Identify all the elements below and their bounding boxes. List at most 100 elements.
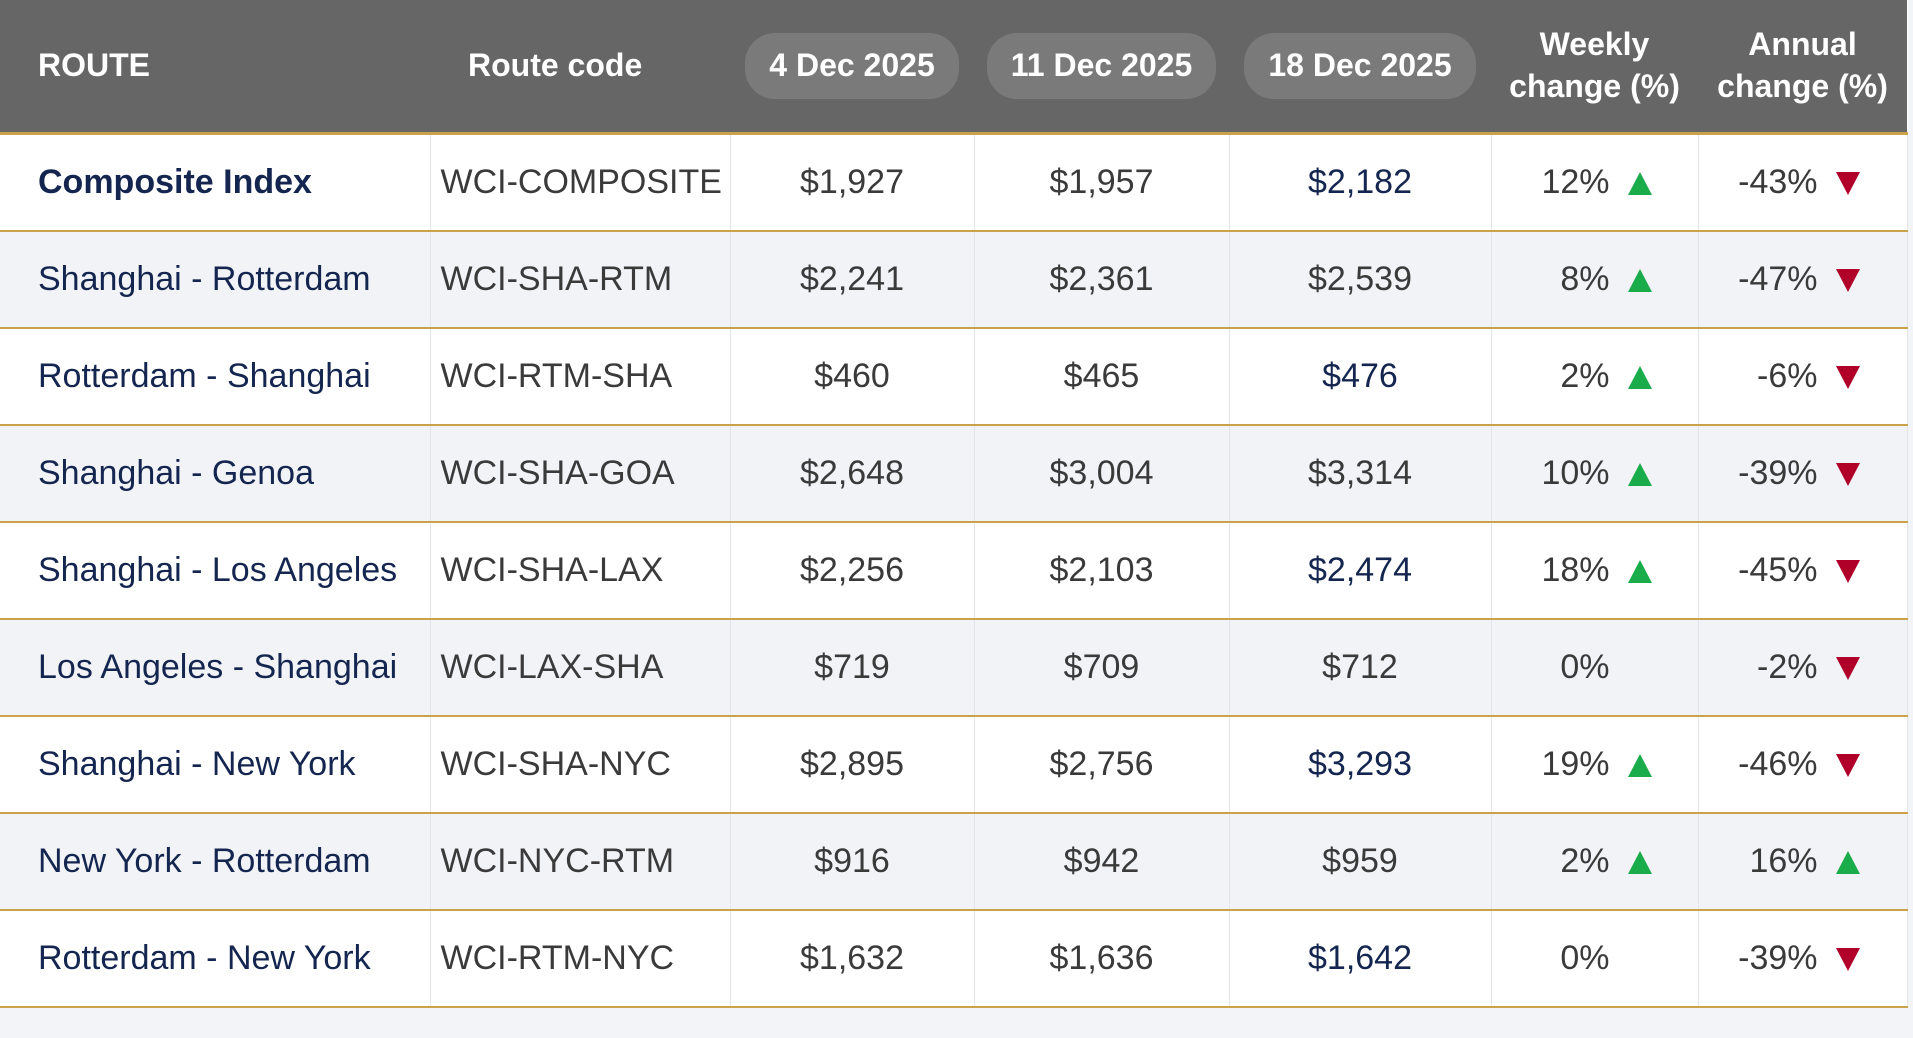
trend-arrow <box>1627 560 1652 584</box>
table-cell: $2,756 <box>974 716 1230 814</box>
arrow-shape <box>1835 560 1860 584</box>
table-cell: $942 <box>974 813 1230 911</box>
cell-text: WCI-LAX-SHA <box>440 648 664 686</box>
arrow-shape <box>1835 463 1860 487</box>
table-cell: $460 <box>730 328 975 426</box>
table-cell: $2,895 <box>730 716 975 814</box>
trend-arrow <box>1627 851 1652 875</box>
cell-text: 2% <box>1560 842 1610 880</box>
table-cell: Los Angeles - Shanghai <box>0 619 431 717</box>
table-cell: $1,957 <box>974 133 1230 232</box>
cell-text: New York - Rotterdam <box>38 842 371 880</box>
arrow-shape <box>1627 172 1652 196</box>
trend-arrow <box>1835 657 1860 681</box>
table-body: Composite Index WCI-COMPOSITE $1,927 $1,957… <box>0 133 1908 1008</box>
trend-arrow <box>1835 754 1860 778</box>
cell-text: Shanghai - Los Angeles <box>38 551 398 589</box>
cell-text: Shanghai - Rotterdam <box>38 260 371 298</box>
cell-text: -39% <box>1738 454 1818 492</box>
trend-arrow <box>1627 754 1652 778</box>
cell-text: Composite Index <box>38 163 312 201</box>
table-cell: $2,648 <box>730 425 975 523</box>
column-header: Annual change (%) <box>1698 0 1907 135</box>
cell-text: $2,474 <box>1308 551 1412 589</box>
cell-text: 11 Dec 2025 <box>986 33 1217 99</box>
cell-text: Rotterdam - Shanghai <box>38 357 371 395</box>
cell-text: $2,756 <box>1049 745 1154 783</box>
arrow-shape <box>1835 754 1860 778</box>
trend-arrow <box>1627 172 1652 196</box>
cell-text: WCI-RTM-SHA <box>440 357 673 395</box>
cell-text: 0% <box>1560 648 1610 686</box>
table-cell: $2,361 <box>974 231 1230 329</box>
table-cell: Shanghai - Genoa <box>0 425 431 523</box>
cell-text: Weekly change (%) <box>1509 26 1680 104</box>
table-cell: WCI-SHA-LAX <box>430 522 731 620</box>
table-cell: 8% <box>1491 231 1699 329</box>
trend-arrow <box>1835 366 1860 390</box>
cell-text: -47% <box>1738 260 1818 298</box>
column-header: 4 Dec 2025 <box>730 0 974 135</box>
table-row: Shanghai - Rotterdam WCI-SHA-RTM $2,241 $2,… <box>0 231 1908 329</box>
arrow-shape <box>1627 560 1652 584</box>
cell-text: WCI-NYC-RTM <box>440 842 675 880</box>
cell-text: $1,636 <box>1049 939 1154 977</box>
header-row: ROUTE Route code 4 Dec 2025 11 Dec 2025 18 D… <box>0 0 1907 135</box>
table-cell: $2,539 <box>1229 231 1492 329</box>
table-row: Rotterdam - Shanghai WCI-RTM-SHA $460 $465 $… <box>0 328 1908 426</box>
cell-text: $476 <box>1322 357 1398 395</box>
arrow-shape <box>1627 754 1652 778</box>
table-cell: $959 <box>1229 813 1492 911</box>
arrow-shape <box>1835 657 1860 681</box>
arrow-shape <box>1835 366 1860 390</box>
table-cell: -39% <box>1698 910 1908 1008</box>
table-row: Shanghai - Los Angeles WCI-SHA-LAX $2,256 $… <box>0 522 1908 620</box>
cell-text: $916 <box>814 842 890 880</box>
cell-text: $1,927 <box>800 163 904 201</box>
cell-text: $2,895 <box>800 745 904 783</box>
table-cell: 18% <box>1491 522 1699 620</box>
cell-text: $1,632 <box>800 939 904 977</box>
cell-text: $709 <box>1063 648 1140 686</box>
table-row: Composite Index WCI-COMPOSITE $1,927 $1,957… <box>0 133 1908 232</box>
table-cell: 16% <box>1698 813 1908 911</box>
table-cell: 12% <box>1491 133 1699 232</box>
cell-text: $2,256 <box>800 551 904 589</box>
trend-arrow <box>1835 851 1860 875</box>
column-header: ROUTE <box>0 0 430 135</box>
cell-text: $1,642 <box>1308 939 1412 977</box>
cell-text: $3,004 <box>1049 454 1154 492</box>
column-header: Weekly change (%) <box>1491 0 1698 135</box>
trend-arrow <box>1835 948 1860 972</box>
table-cell: $1,632 <box>730 910 975 1008</box>
arrow-shape <box>1627 269 1652 293</box>
cell-text: ROUTE <box>38 47 150 84</box>
table-cell: $3,314 <box>1229 425 1492 523</box>
table-cell: WCI-LAX-SHA <box>430 619 731 717</box>
trend-arrow <box>1627 269 1652 293</box>
table-cell: $1,927 <box>730 133 975 232</box>
cell-text: $719 <box>814 648 890 686</box>
table-cell: 0% <box>1491 619 1699 717</box>
cell-text: -45% <box>1738 551 1818 589</box>
table-cell: $3,004 <box>974 425 1230 523</box>
cell-text: $959 <box>1322 842 1398 880</box>
cell-text: 10% <box>1541 454 1610 492</box>
cell-text: $2,103 <box>1049 551 1154 589</box>
table-cell: WCI-NYC-RTM <box>430 813 731 911</box>
cell-text: 4 Dec 2025 <box>745 33 959 99</box>
cell-text: $465 <box>1063 357 1140 395</box>
table-cell: $712 <box>1229 619 1492 717</box>
trend-arrow <box>1835 172 1860 196</box>
cell-text: 18% <box>1541 551 1610 589</box>
column-header: 18 Dec 2025 <box>1229 0 1491 135</box>
table-cell: $1,636 <box>974 910 1230 1008</box>
trend-arrow <box>1610 946 1670 974</box>
arrow-shape <box>1835 269 1860 293</box>
arrow-shape <box>1627 366 1652 390</box>
table-cell: -2% <box>1698 619 1908 717</box>
table-cell: WCI-RTM-SHA <box>430 328 731 426</box>
arrow-shape <box>1835 948 1860 972</box>
table-cell: WCI-COMPOSITE <box>430 133 731 232</box>
